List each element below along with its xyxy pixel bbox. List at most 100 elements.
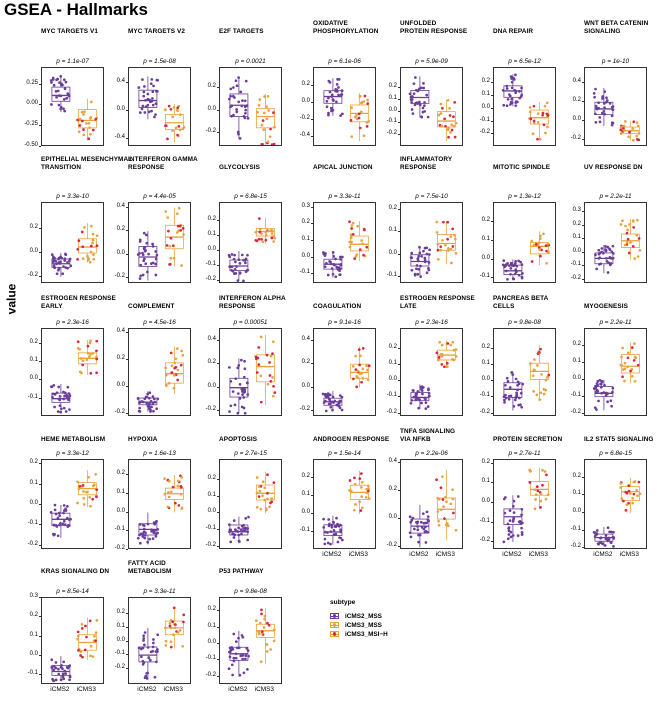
data-point <box>411 112 415 115</box>
data-point <box>328 90 332 94</box>
data-point <box>65 96 69 100</box>
data-point <box>148 658 152 662</box>
data-point <box>52 532 55 536</box>
x-tick-label: iCMS2 <box>137 686 157 693</box>
data-point <box>236 530 240 533</box>
data-point <box>258 98 262 102</box>
data-point <box>243 359 246 363</box>
data-point <box>351 221 355 225</box>
data-point <box>82 133 86 137</box>
y-tick-label: 0.1 <box>388 94 397 101</box>
y-tick-label: 0.1 <box>481 91 490 98</box>
data-point <box>51 257 55 260</box>
data-point <box>520 513 523 517</box>
data-point <box>59 678 63 682</box>
y-tick-mark <box>39 379 41 381</box>
data-point <box>52 668 56 672</box>
panel-title-line: TRANSITION <box>41 164 82 171</box>
plot-area <box>219 328 282 416</box>
y-tick-mark <box>217 659 219 661</box>
data-point <box>439 248 443 252</box>
y-tick-mark <box>39 635 41 637</box>
y-tick-mark <box>311 102 313 104</box>
data-point <box>418 245 421 249</box>
data-point <box>608 248 612 252</box>
data-point <box>605 96 608 100</box>
data-point <box>168 263 171 266</box>
data-point <box>238 397 242 400</box>
data-point <box>418 103 422 107</box>
data-point <box>358 126 362 130</box>
boxplot-svg <box>137 606 186 680</box>
y-tick-label: 0.2 <box>116 226 125 233</box>
data-point <box>164 366 168 370</box>
data-point <box>142 661 146 664</box>
data-point <box>92 257 96 261</box>
box-icms2 <box>227 251 250 282</box>
panel-title: ANDROGEN RESPONSE <box>313 436 389 444</box>
data-point <box>139 274 143 278</box>
data-point <box>272 639 276 643</box>
y-tick-label: 0.2 <box>301 219 310 226</box>
data-point <box>172 633 175 636</box>
data-point <box>514 260 517 263</box>
panel-title-line: GLYCOLYSIS <box>219 164 261 171</box>
data-point <box>604 391 608 395</box>
data-point <box>63 391 67 395</box>
data-point <box>623 367 627 371</box>
data-point <box>537 350 541 354</box>
data-point <box>528 110 532 114</box>
data-point <box>231 94 235 98</box>
y-tick-mark <box>126 359 128 360</box>
data-point <box>323 542 327 546</box>
data-point <box>353 482 357 486</box>
data-point <box>241 657 245 661</box>
data-point <box>164 384 168 388</box>
data-point <box>50 253 54 256</box>
box-icms3 <box>254 217 277 244</box>
data-point <box>80 622 84 626</box>
data-point <box>263 486 267 490</box>
data-point <box>440 363 444 366</box>
data-point <box>533 488 537 492</box>
data-point <box>246 268 250 272</box>
y-tick-mark <box>39 544 41 546</box>
box-icms2 <box>408 76 430 119</box>
data-point <box>179 363 183 367</box>
p-value-label: p = 9.8e-08 <box>508 319 541 326</box>
data-point <box>232 656 236 660</box>
data-point <box>256 110 259 114</box>
data-point <box>331 408 334 412</box>
data-point <box>507 526 511 529</box>
data-point <box>428 248 431 252</box>
data-point <box>415 397 418 401</box>
data-point <box>268 505 271 509</box>
p-value-label: p = 4.4e-05 <box>143 193 176 200</box>
data-point <box>436 510 440 513</box>
y-tick-mark <box>39 125 41 126</box>
data-point <box>628 130 631 134</box>
data-point <box>329 260 332 264</box>
y-tick-mark <box>217 626 219 628</box>
data-point <box>620 355 623 359</box>
data-point <box>359 101 363 105</box>
data-point <box>266 382 270 386</box>
data-point <box>55 391 59 395</box>
data-point <box>58 514 62 517</box>
panel-title: OXIDATIVE PHOSPHORYLATION <box>313 20 378 36</box>
data-point <box>62 397 65 401</box>
data-point <box>152 84 155 88</box>
data-point <box>606 400 609 404</box>
data-point <box>266 473 269 477</box>
data-point <box>141 535 145 538</box>
data-point <box>57 667 60 671</box>
data-point <box>154 273 158 277</box>
data-point <box>155 407 159 411</box>
panel-title-line: COMPLEMENT <box>128 303 175 310</box>
panel-title: APICAL JUNCTION <box>313 164 373 172</box>
data-point <box>366 378 370 382</box>
data-point <box>341 255 344 259</box>
y-tick-label: 0.1 <box>388 227 397 234</box>
y-tick-mark <box>217 87 219 89</box>
y-tick-mark <box>217 132 219 134</box>
